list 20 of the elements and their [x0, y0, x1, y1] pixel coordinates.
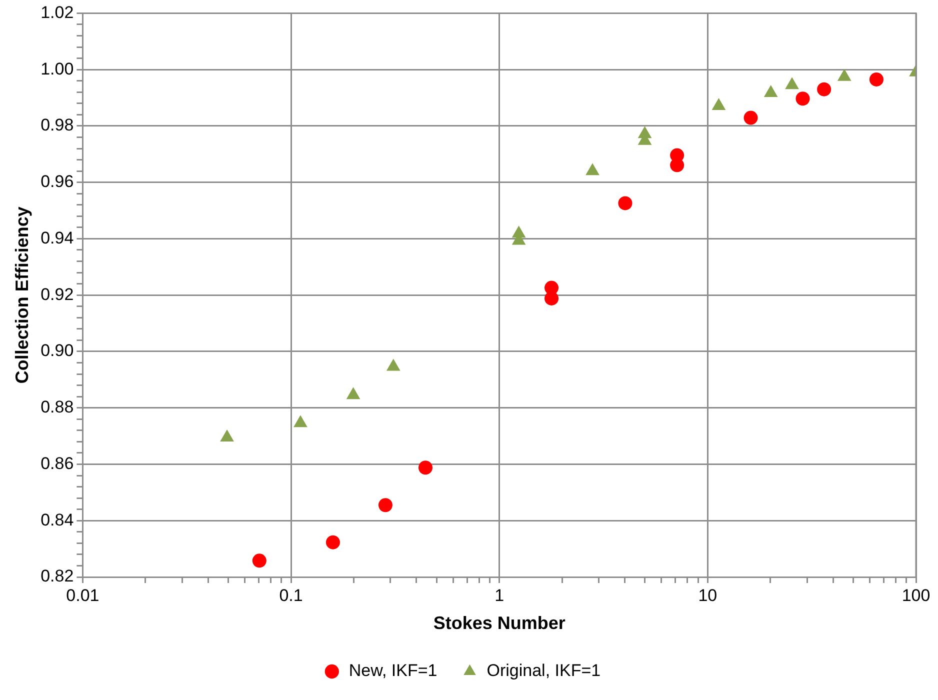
x-tick-label: 0.1 [279, 586, 303, 605]
y-tick-label: 0.86 [40, 454, 74, 473]
y-tick-label: 0.96 [40, 172, 74, 192]
x-axis-title: Stokes Number [433, 613, 566, 634]
y-tick-label: 0.94 [40, 228, 74, 248]
y-tick-label: 0.98 [40, 116, 74, 135]
y-tick-label: 0.92 [40, 284, 74, 304]
y-tick-label: 0.82 [40, 566, 74, 586]
y-tick-label: 0.88 [40, 398, 74, 417]
y-tick-label: 1.00 [40, 59, 74, 78]
legend-label: Original, IKF=1 [486, 661, 601, 680]
x-tick-label: 10 [698, 586, 718, 605]
y-tick-label: 1.02 [40, 2, 74, 22]
x-tick-label: 0.01 [66, 586, 100, 605]
y-tick-label: 0.84 [40, 510, 74, 530]
y-axis-title: Collection Efficiency [12, 206, 32, 384]
x-tick-label: 100 [902, 586, 930, 605]
x-tick-label: 1 [494, 586, 504, 605]
y-tick-label: 0.90 [40, 341, 74, 360]
legend-label: New, IKF=1 [348, 661, 438, 680]
